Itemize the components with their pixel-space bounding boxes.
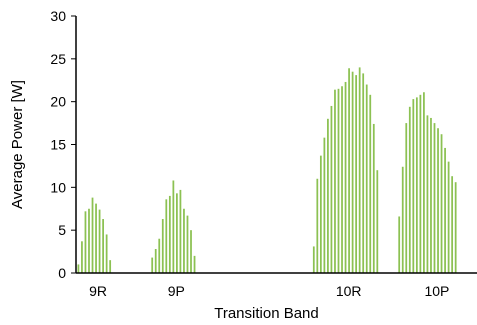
bar [412,99,415,273]
bar [408,106,411,273]
bar [451,176,454,273]
bar [334,89,336,273]
bar [398,216,401,273]
bar [95,203,97,273]
bar [154,249,157,273]
x-axis-title: Transition Band [214,305,319,322]
x-axis-ticks: 9R 9P 10R 10P [89,283,449,299]
bar-group-10P [398,92,457,274]
y-tick-label: 20 [50,94,66,110]
bar [351,71,354,273]
x-tick-label: 9R [89,283,107,299]
y-tick-label: 10 [50,179,66,195]
bar [161,219,164,273]
bar [81,241,83,273]
bar [447,161,450,273]
bar [186,215,189,273]
bar [372,123,375,273]
y-tick-label: 0 [58,265,66,281]
bar [77,264,80,273]
bar [369,94,372,274]
bar [190,230,192,273]
bars-layer [77,67,457,274]
bar [430,117,432,274]
bar [348,68,350,273]
bar [327,118,329,273]
bar [172,180,175,273]
bar [105,234,108,273]
bar [179,189,182,273]
bar [454,182,457,273]
x-tick-label: 10R [336,283,362,299]
bar [168,195,171,273]
bar [165,199,168,273]
bar [405,123,408,273]
bar [362,73,365,273]
bar [88,208,90,273]
bar [102,219,104,273]
bar [98,209,101,273]
bar [344,81,347,273]
y-axis-title: Average Power [W] [9,80,26,209]
bar-group-9R [77,197,112,273]
bar [440,134,443,273]
bar [158,238,161,273]
bar [109,260,112,273]
bar [312,246,315,273]
bar [323,137,326,273]
bar-group-10R [312,67,379,274]
bar [401,166,404,273]
bar [319,155,322,273]
bar [419,94,422,274]
bar [330,105,333,273]
bar [316,178,319,273]
bar [91,197,94,273]
y-tick-label: 25 [50,51,66,67]
bar [365,84,368,274]
bar [376,170,379,273]
bar [355,75,358,273]
bar [193,255,196,273]
bar [423,92,425,273]
bar [426,115,429,273]
bar [358,67,361,274]
bar-group-9P [151,180,196,273]
bar [151,257,154,273]
y-tick-label: 15 [50,137,66,153]
bar [176,193,178,273]
y-tick-label: 30 [50,8,66,24]
bar [183,208,185,273]
bar [84,211,87,273]
bar [341,86,343,273]
bar [337,88,340,273]
y-tick-label: 5 [58,222,66,238]
bar [415,97,418,273]
x-tick-label: 9P [168,283,185,299]
y-axis-ticks: 0 5 10 15 20 25 30 [50,8,76,281]
bar [433,123,436,273]
x-tick-label: 10P [424,283,449,299]
bar [444,147,446,273]
bar [437,128,439,273]
